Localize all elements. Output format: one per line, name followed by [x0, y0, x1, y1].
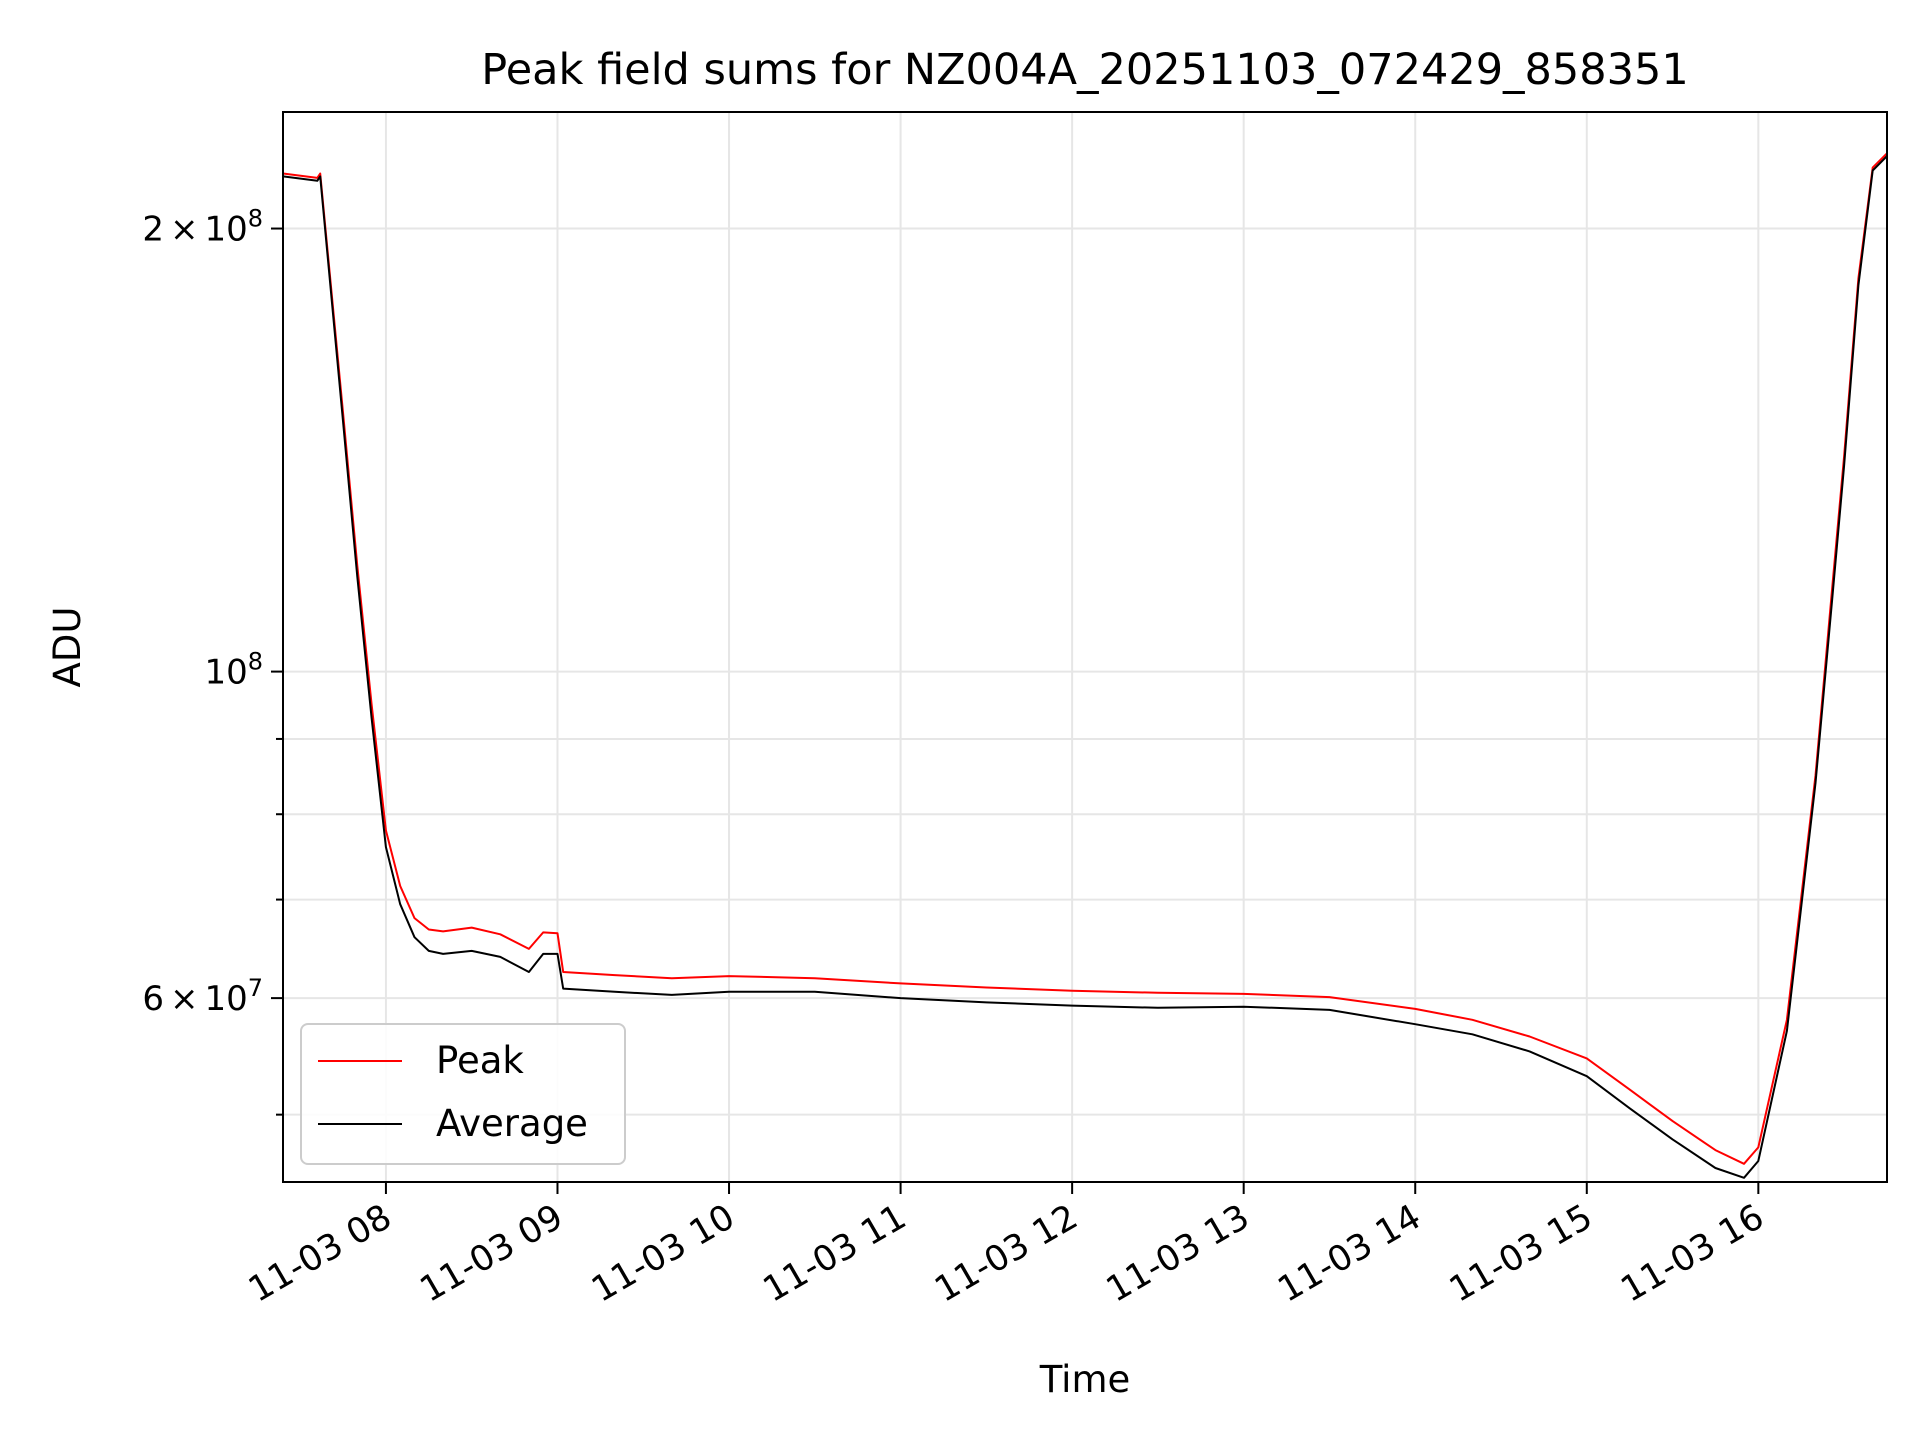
y-tick-label: 6 × 107: [142, 974, 263, 1019]
y-tick-exponent: 7: [248, 974, 263, 1002]
plot-frame: [282, 111, 1888, 1183]
x-axis-label: Time: [1039, 1358, 1131, 1401]
y-tick-base: 10: [204, 979, 247, 1019]
legend-box: [300, 1023, 626, 1165]
legend: Peak Average: [300, 1023, 626, 1165]
y-tick-mantissa: 6: [142, 979, 164, 1019]
y-tick-exponent: 8: [248, 205, 263, 233]
grid: [283, 112, 1887, 1182]
y-tick-times: ×: [170, 210, 199, 250]
legend-label-average: Average: [436, 1102, 588, 1145]
y-tick-label: 2 × 108: [142, 205, 263, 250]
chart-title: Peak field sums for NZ004A_20251103_0724…: [481, 45, 1688, 95]
y-tick-base: 10: [204, 210, 247, 250]
y-tick-mantissa: 2: [142, 210, 164, 250]
series-line-average: [283, 155, 1887, 1179]
series-layer: [283, 152, 1887, 1179]
y-tick-exponent: 8: [248, 648, 263, 676]
y-axis-label: ADU: [46, 607, 89, 688]
y-tick-times: ×: [170, 979, 199, 1019]
y-tick-base: 10: [204, 653, 247, 693]
series-line-peak: [283, 152, 1887, 1165]
y-tick-label: 108: [204, 648, 263, 693]
legend-label-peak: Peak: [436, 1039, 524, 1082]
